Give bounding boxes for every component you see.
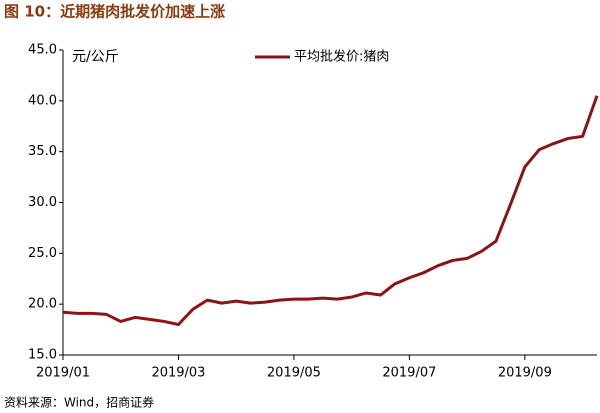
- x-tick-label: 2019/03: [151, 366, 205, 381]
- y-tick-label: 40.0: [28, 93, 57, 108]
- y-tick-label: 45.0: [28, 43, 57, 58]
- x-tick-label: 2019/09: [498, 366, 552, 381]
- legend-label: 平均批发价:猪肉: [294, 49, 389, 65]
- y-tick-label: 35.0: [28, 144, 57, 159]
- source-note: 资料来源：Wind，招商证券: [4, 395, 154, 410]
- chart-title: 图 10：近期猪肉批发价加速上涨: [4, 3, 225, 21]
- y-tick-label: 20.0: [28, 297, 57, 312]
- x-tick-label: 2019/05: [267, 366, 321, 381]
- y-tick-label: 25.0: [28, 246, 57, 261]
- y-tick-label: 30.0: [28, 195, 57, 210]
- y-axis-label: 元/公斤: [72, 49, 119, 65]
- y-tick-label: 15.0: [28, 348, 57, 363]
- x-tick-label: 2019/01: [36, 366, 90, 381]
- line-series: [62, 95, 599, 326]
- x-tick-label: 2019/07: [382, 366, 436, 381]
